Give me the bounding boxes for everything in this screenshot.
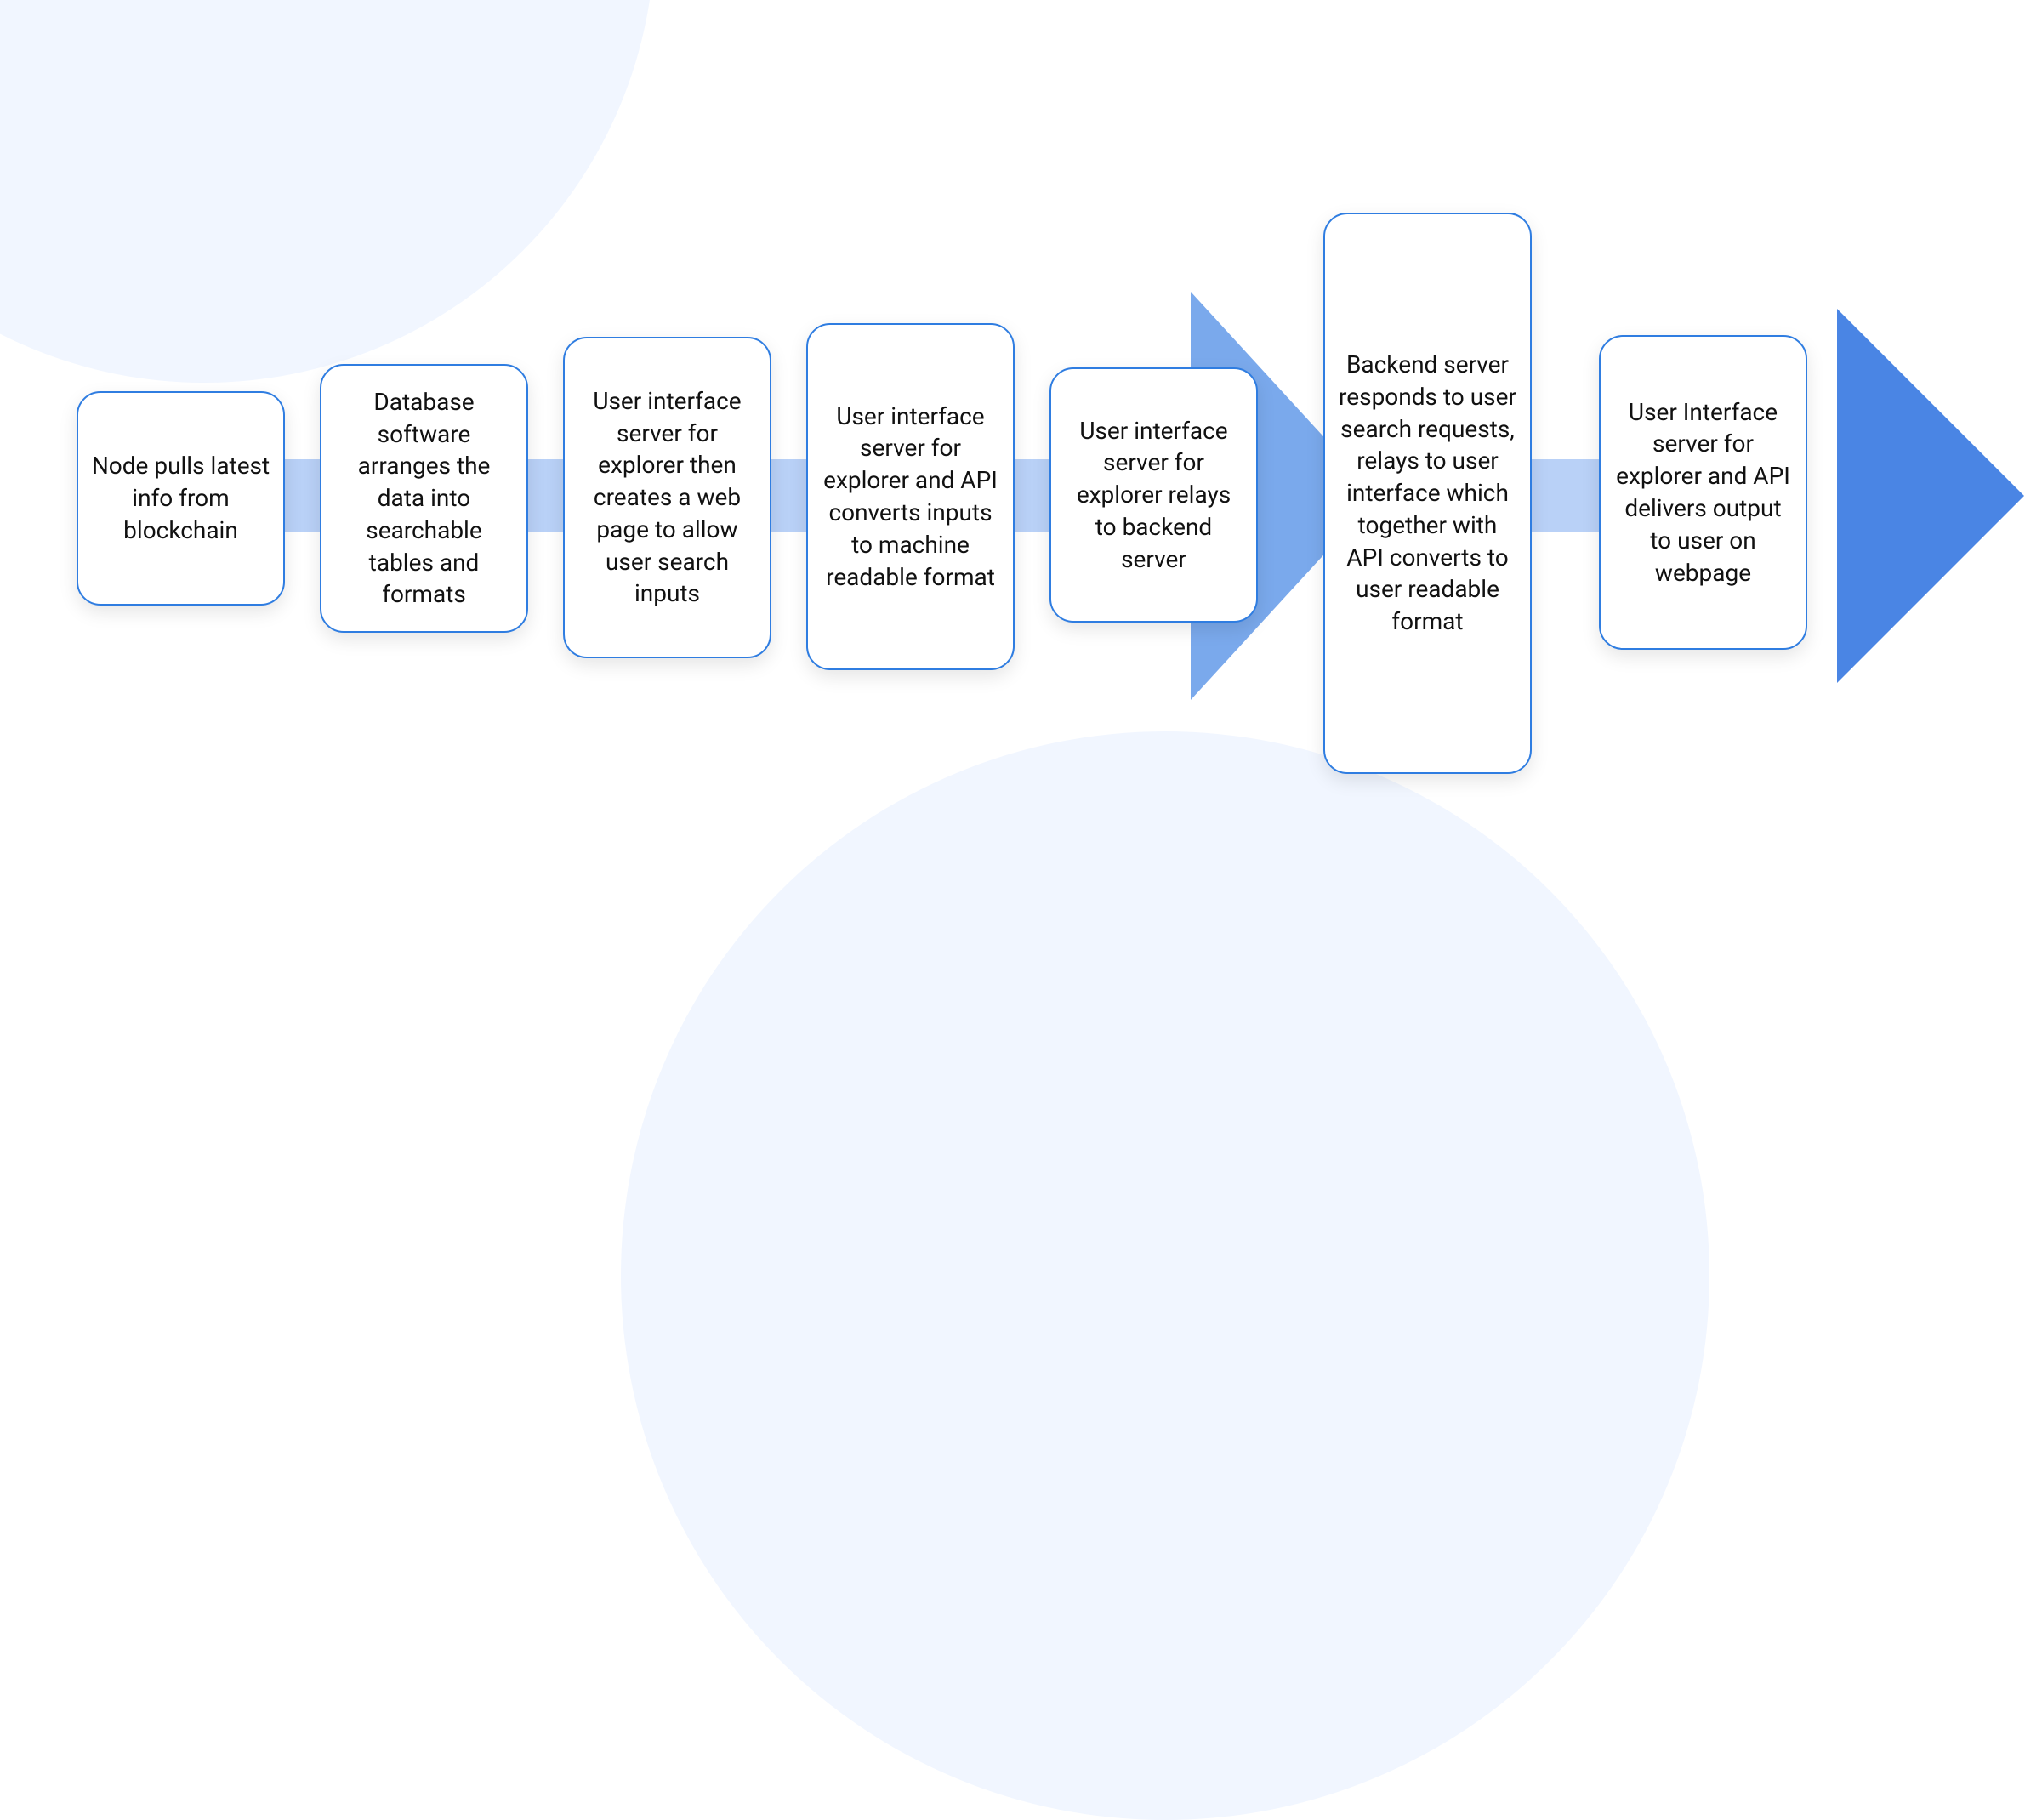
step-5: User interface server for explorer relay… xyxy=(1049,367,1258,623)
step-2-text: Database software arranges the data into… xyxy=(333,386,515,611)
diagram-canvas: Node pulls latest info from blockchain D… xyxy=(0,0,2042,1148)
bg-circle-top xyxy=(0,0,655,383)
step-4-text: User interface server for explorer and A… xyxy=(820,401,1001,594)
bg-circle-bottom xyxy=(621,731,1709,1820)
step-6: Backend server responds to user search r… xyxy=(1323,213,1532,774)
step-3-text: User interface server for explorer then … xyxy=(577,385,758,611)
step-1: Node pulls latest info from blockchain xyxy=(77,391,285,606)
step-2: Database software arranges the data into… xyxy=(320,364,528,633)
step-7: User Interface server for explorer and A… xyxy=(1599,335,1807,650)
step-4: User interface server for explorer and A… xyxy=(806,323,1015,670)
arrow-end xyxy=(1837,309,2024,683)
step-7-text: User Interface server for explorer and A… xyxy=(1613,396,1794,589)
step-1-text: Node pulls latest info from blockchain xyxy=(90,450,271,546)
step-3: User interface server for explorer then … xyxy=(563,337,771,658)
step-5-text: User interface server for explorer relay… xyxy=(1063,415,1244,576)
step-6-text: Backend server responds to user search r… xyxy=(1337,349,1518,638)
